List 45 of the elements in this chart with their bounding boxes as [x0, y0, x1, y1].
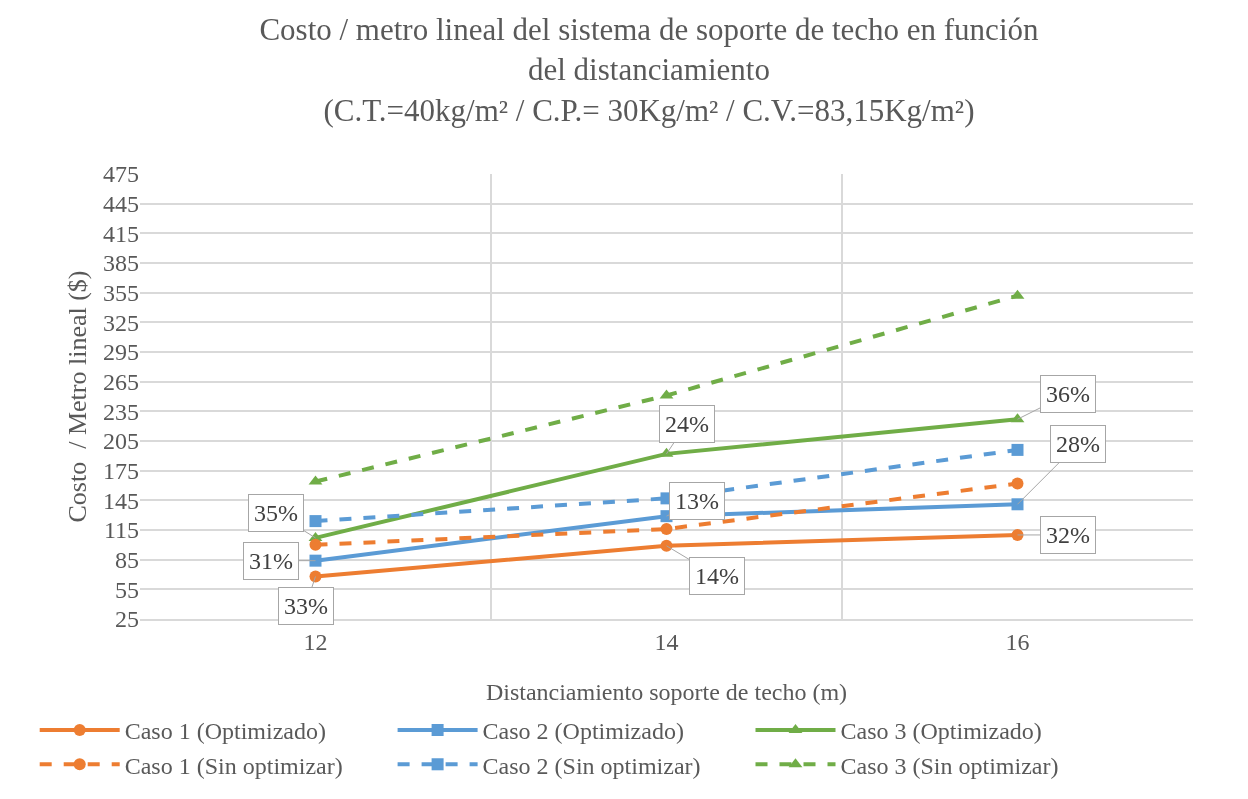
- legend-label: Caso 3 (Optimizado): [840, 718, 1042, 745]
- point: [1011, 498, 1024, 511]
- legend-label: Caso 2 (Sin optimizar): [482, 752, 701, 779]
- x-tick-label: 12: [303, 628, 328, 655]
- y-tick-label: 325: [103, 309, 139, 336]
- x-axis-title: Distanciamiento soporte de techo (m): [485, 679, 848, 706]
- point: [1011, 443, 1024, 456]
- y-tick-label: 295: [103, 339, 139, 366]
- x-tick-label: 16: [1005, 628, 1030, 655]
- y-tick-label: 415: [103, 220, 139, 247]
- y-tick-label: 355: [103, 280, 139, 307]
- y-tick-label: 85: [115, 547, 139, 574]
- y-tick-label: 205: [103, 428, 139, 455]
- legend-label: Caso 3 (Sin optimizar): [840, 752, 1059, 779]
- point: [309, 570, 322, 583]
- y-tick-label: 25: [115, 606, 139, 633]
- point: [309, 554, 322, 567]
- annotation: 32%: [1046, 522, 1090, 548]
- point: [309, 515, 322, 528]
- annotation: 36%: [1046, 381, 1090, 407]
- y-tick-label: 445: [103, 191, 139, 218]
- annotation: 28%: [1056, 431, 1100, 457]
- legend-label: Caso 1 (Sin optimizar): [124, 752, 343, 779]
- annotation: 35%: [254, 500, 298, 526]
- legend-label: Caso 1 (Optimizado): [124, 718, 326, 745]
- y-tick-label: 175: [103, 458, 139, 485]
- y-tick-label: 475: [103, 161, 139, 188]
- y-tick-label: 115: [103, 517, 139, 544]
- legend-label: Caso 2 (Optimizado): [482, 718, 684, 745]
- annotation: 14%: [695, 563, 739, 589]
- y-axis-title: Costo / Metro lineal ($): [63, 270, 93, 523]
- chart-title: Costo / metro lineal del sistema de soporte de techo en función del distanciamiento (C.T.=40kg/m² / C.P.= 30Kg/m² / C.V.=83,15Kg/m²): [259, 11, 1040, 128]
- x-tick-label: 14: [654, 628, 679, 655]
- point: [660, 523, 673, 535]
- y-tick-label: 145: [103, 487, 139, 514]
- annotation: 31%: [249, 548, 293, 574]
- y-tick-label: 265: [103, 369, 139, 396]
- point: [1011, 477, 1024, 490]
- annotation: 13%: [675, 488, 719, 514]
- annotation: 33%: [284, 593, 328, 619]
- annotation: 24%: [665, 411, 709, 437]
- y-tick-label: 385: [103, 250, 139, 277]
- y-tick-label: 235: [103, 398, 139, 425]
- y-tick-label: 55: [115, 576, 139, 603]
- point: [309, 538, 322, 551]
